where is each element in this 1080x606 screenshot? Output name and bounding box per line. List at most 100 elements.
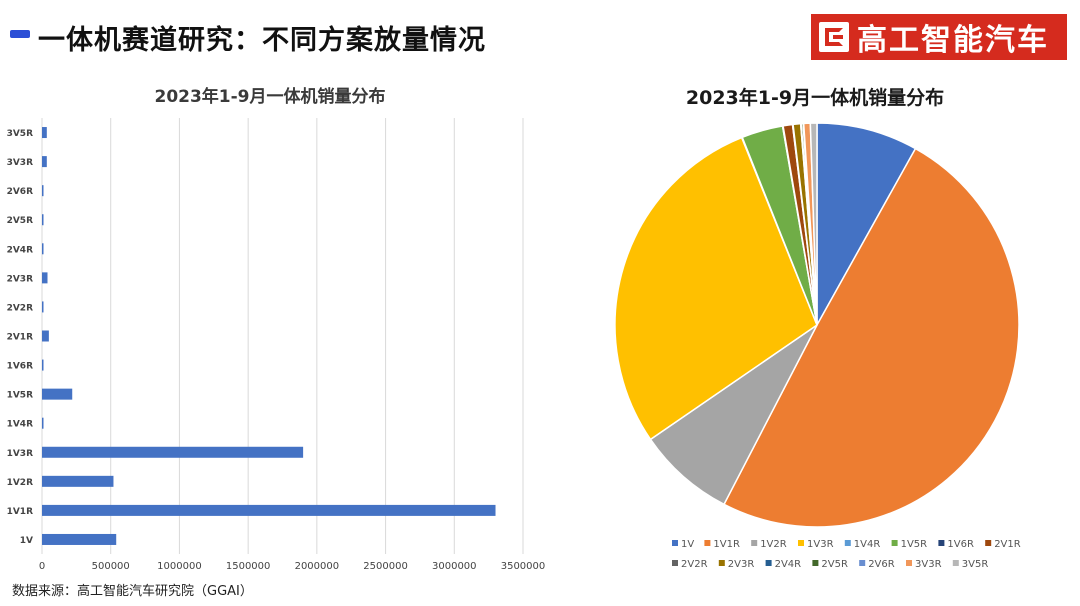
bar-2V6R bbox=[42, 185, 44, 197]
legend-label: 3V5R bbox=[962, 559, 989, 570]
legend-label: 2V1R bbox=[994, 539, 1021, 550]
legend-swatch bbox=[718, 560, 725, 566]
legend-label: 1V2R bbox=[760, 539, 787, 550]
legend-item-1V2R: 1V2R bbox=[751, 539, 787, 550]
bar-chart-bars bbox=[42, 127, 496, 545]
legend-label: 1V4R bbox=[854, 539, 881, 550]
pie-slice-1V2R bbox=[649, 324, 818, 506]
x-tick-label: 3500000 bbox=[501, 561, 546, 570]
y-category-label: 1V6R bbox=[7, 362, 33, 372]
bar-2V3R bbox=[42, 272, 48, 284]
y-category-label: 2V5R bbox=[7, 216, 33, 226]
legend-label: 1V3R bbox=[807, 539, 834, 550]
y-category-label: 2V4R bbox=[7, 245, 33, 255]
pie-slice-1V1R bbox=[722, 147, 1020, 528]
brand-name: 高工智能汽车 bbox=[857, 23, 1049, 58]
pie-chart-title: 2023年1-9月一体机销量分布 bbox=[686, 86, 944, 109]
x-tick-label: 3000000 bbox=[432, 561, 477, 570]
legend-item-1V3R: 1V3R bbox=[798, 539, 834, 550]
legend-swatch bbox=[672, 540, 678, 546]
y-category-label: 1V4R bbox=[7, 420, 33, 430]
y-category-label: 3V5R bbox=[7, 129, 33, 139]
legend-label: 2V6R bbox=[868, 559, 895, 570]
bar-2V5R bbox=[42, 214, 44, 226]
y-category-label: 1V3R bbox=[7, 449, 33, 459]
legend-swatch bbox=[704, 540, 711, 546]
y-category-label: 3V3R bbox=[7, 158, 33, 168]
legend-swatch bbox=[844, 540, 851, 546]
y-category-label: 1V5R bbox=[7, 391, 33, 401]
legend-swatch bbox=[798, 540, 804, 546]
brand-g-icon bbox=[819, 22, 849, 52]
legend-label: 1V5R bbox=[901, 539, 928, 550]
legend-item-1V6R: 1V6R bbox=[938, 539, 974, 550]
legend-label: 1V1R bbox=[713, 539, 740, 550]
legend-item-2V1R: 2V1R bbox=[985, 539, 1021, 550]
legend-item-1V4R: 1V4R bbox=[844, 539, 881, 550]
title-accent-bar bbox=[10, 30, 30, 38]
bar-3V3R bbox=[42, 156, 47, 168]
legend-label: 2V3R bbox=[728, 559, 755, 570]
legend-swatch bbox=[906, 560, 912, 566]
bar-chart-gridlines bbox=[41, 118, 524, 554]
legend-label: 1V bbox=[681, 539, 694, 550]
legend-item-3V5R: 3V5R bbox=[952, 559, 989, 570]
brand-logo: 高工智能汽车 bbox=[811, 14, 1067, 60]
x-tick-label: 1500000 bbox=[226, 561, 271, 570]
legend-item-2V3R: 2V3R bbox=[718, 559, 755, 570]
legend-swatch bbox=[985, 540, 992, 546]
legend-item-2V5R: 2V5R bbox=[812, 559, 848, 570]
page-title: 一体机赛道研究：不同方案放量情况 bbox=[38, 25, 486, 56]
legend-swatch bbox=[938, 540, 945, 546]
pie-slice-3V5R bbox=[809, 122, 818, 326]
legend-label: 2V2R bbox=[681, 559, 708, 570]
legend-label: 2V4R bbox=[775, 559, 802, 570]
pie-chart-legend: 1V 1V1R 1V2R 1V3R 1V4R 1V5R 1V6R 2V1R 2V2R 2V3R 2V… bbox=[672, 539, 1021, 570]
legend-swatch bbox=[672, 560, 678, 566]
bar-1V5R bbox=[42, 388, 73, 400]
bar-2V4R bbox=[42, 243, 44, 255]
y-category-label: 1V1R bbox=[7, 507, 33, 517]
legend-item-1V5R: 1V5R bbox=[891, 539, 928, 550]
legend-label: 1V6R bbox=[947, 539, 974, 550]
legend-swatch bbox=[891, 540, 898, 546]
bar-2V2R bbox=[42, 301, 44, 313]
legend-item-2V2R: 2V2R bbox=[672, 559, 708, 570]
source-note: 数据来源：高工智能汽车研究院（GGAI） bbox=[12, 584, 253, 599]
bar-chart-x-tick-labels: 0 500000 1000000 1500000 2000000 2500000 30000… bbox=[39, 561, 545, 570]
y-category-label: 2V1R bbox=[7, 333, 33, 343]
legend-swatch bbox=[751, 540, 758, 546]
legend-item-2V4R: 2V4R bbox=[765, 559, 802, 570]
x-tick-label: 1000000 bbox=[157, 561, 202, 570]
x-tick-label: 2000000 bbox=[295, 561, 340, 570]
bar-2V1R bbox=[42, 330, 49, 342]
y-category-label: 2V6R bbox=[7, 187, 33, 197]
pie-slice-1V3R bbox=[614, 136, 818, 441]
bar-1V2R bbox=[42, 475, 114, 487]
bar-chart-title: 2023年1-9月一体机销量分布 bbox=[154, 86, 385, 107]
y-category-label: 2V2R bbox=[7, 303, 33, 313]
bar-1V4R bbox=[42, 417, 44, 429]
pie-chart-slices bbox=[614, 122, 1020, 528]
bar-1V6R bbox=[42, 359, 44, 371]
bar-3V5R bbox=[42, 127, 47, 139]
y-category-label: 1V bbox=[20, 536, 33, 546]
bar-1V3R bbox=[42, 446, 304, 458]
y-category-label: 2V3R bbox=[7, 274, 33, 284]
bar-1V1R bbox=[42, 504, 496, 516]
pie-chart: 2023年1-9月一体机销量分布 1V 1V1R 1V2R 1V3R 1V4R 1V5R 1… bbox=[614, 86, 1021, 570]
legend-item-2V6R: 2V6R bbox=[859, 559, 895, 570]
x-tick-label: 2500000 bbox=[363, 561, 408, 570]
y-category-label: 1V2R bbox=[7, 478, 33, 488]
legend-label: 2V5R bbox=[821, 559, 848, 570]
bar-chart: 2023年1-9月一体机销量分布 1V1V1R1V2R1V3R1V4R1V5R1… bbox=[7, 86, 546, 570]
legend-item-1V1R: 1V1R bbox=[704, 539, 740, 550]
bar-chart-category-labels: 1V 1V1R 1V2R 1V3R 1V4R 1V5R 1V6R 2V1R 2V2R 2V3R 2V… bbox=[7, 129, 33, 546]
legend-swatch bbox=[859, 560, 866, 566]
legend-swatch bbox=[765, 560, 772, 566]
legend-item-3V3R: 3V3R bbox=[906, 559, 942, 570]
x-tick-label: 500000 bbox=[92, 561, 130, 570]
legend-item-1V: 1V bbox=[672, 539, 694, 550]
pie-slice-1V bbox=[816, 122, 917, 328]
x-tick-label: 0 bbox=[39, 561, 45, 570]
